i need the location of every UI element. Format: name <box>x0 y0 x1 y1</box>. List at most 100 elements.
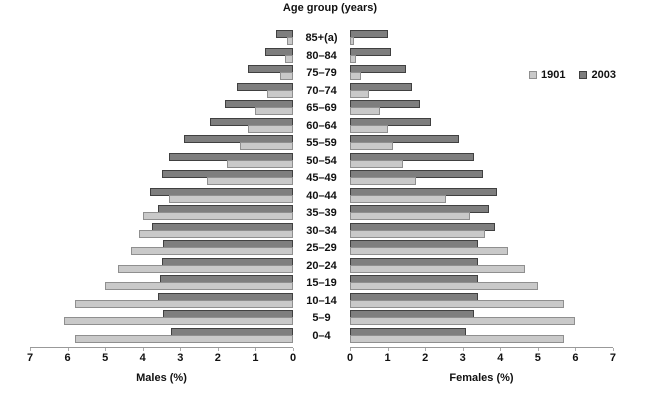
bar-female-1901-65–69 <box>350 107 381 115</box>
axis-tick-label: 7 <box>26 352 34 364</box>
legend-swatch-2003-icon <box>579 71 588 79</box>
bar-male-2003-85+(a) <box>276 30 293 38</box>
axis-tick-label: 3 <box>177 352 184 364</box>
bar-female-2003-60–64 <box>350 117 431 126</box>
bar-female-1901-25–29 <box>350 247 508 255</box>
legend: 1901 2003 <box>529 69 616 81</box>
bar-female-1901-85+(a) <box>350 37 354 45</box>
bar-female-2003-55–59 <box>350 135 459 143</box>
axis-tick-label: 2 <box>214 352 221 364</box>
age-group-label: 70–74 <box>306 84 337 97</box>
age-group-label: 0–4 <box>312 329 331 342</box>
age-group-label: 15–19 <box>306 277 337 289</box>
legend-label-2003: 2003 <box>591 69 616 81</box>
bar-female-1901-20–24 <box>350 264 525 273</box>
age-group-label: 40–44 <box>306 189 337 202</box>
x-axis-line-female <box>350 347 613 348</box>
bar-female-2003-45–49 <box>350 170 484 178</box>
axis-tick-label: 2 <box>422 352 429 364</box>
bar-male-2003-80–84 <box>264 47 293 56</box>
axis-tick-label: 7 <box>609 352 617 364</box>
age-group-label: 45–49 <box>306 172 337 184</box>
axis-tick-label: 4 <box>139 352 146 364</box>
bar-male-2003-70–74 <box>236 82 293 91</box>
legend-swatch-1901-icon <box>529 71 537 79</box>
axis-tick-label: 5 <box>534 352 541 364</box>
bar-female-1901-75–79 <box>350 72 362 80</box>
age-group-label: 50–54 <box>306 154 337 167</box>
bar-male-1901-40–44 <box>169 194 293 203</box>
axis-tick <box>612 348 614 351</box>
axis-tick <box>537 348 539 351</box>
bar-male-1901-15–19 <box>105 282 293 290</box>
axis-tick <box>575 348 577 351</box>
bar-male-1901-65–69 <box>255 107 293 115</box>
x-axis-line-male <box>30 347 293 348</box>
bar-male-2003-75–79 <box>247 65 293 73</box>
axis-tick-label: 0 <box>346 352 354 364</box>
age-group-label: 65–69 <box>306 102 337 114</box>
bar-female-1901-5–9 <box>350 317 576 325</box>
bar-male-1901-0–4 <box>75 334 293 343</box>
bar-female-1901-30–34 <box>350 229 486 238</box>
bar-male-1901-25–29 <box>131 247 293 255</box>
axis-tick <box>180 348 182 351</box>
bar-female-2003-85+(a) <box>350 30 388 38</box>
age-group-label: 10–14 <box>306 294 337 307</box>
legend-item-2003: 2003 <box>579 69 616 81</box>
axis-tick <box>67 348 69 351</box>
bar-female-2003-65–69 <box>350 100 420 108</box>
bar-male-1901-5–9 <box>63 317 293 325</box>
axis-tick <box>425 348 427 351</box>
bar-male-1901-60–64 <box>247 124 293 133</box>
axis-tick <box>293 348 294 351</box>
x-axis-title-males: Males (%) <box>136 372 187 384</box>
axis-tick <box>105 348 107 351</box>
bar-female-2003-80–84 <box>350 47 392 56</box>
axis-tick-label: 0 <box>289 352 297 364</box>
axis-tick <box>142 348 144 351</box>
bar-male-1901-45–49 <box>206 177 293 185</box>
bar-male-2003-55–59 <box>184 135 293 143</box>
age-group-label: 20–24 <box>306 259 337 272</box>
age-group-label: 60–64 <box>306 119 337 132</box>
bar-female-1901-80–84 <box>350 54 356 63</box>
axis-tick <box>500 348 502 351</box>
bar-female-1901-60–64 <box>350 124 388 133</box>
bar-male-1901-85+(a) <box>287 37 293 45</box>
bar-male-1901-10–14 <box>75 299 293 308</box>
age-group-label: 5–9 <box>312 312 331 324</box>
age-group-label: 55–59 <box>306 137 337 149</box>
age-group-label: 80–84 <box>306 49 337 62</box>
bar-female-1901-15–19 <box>350 282 538 290</box>
age-group-label: 25–29 <box>306 242 337 254</box>
bar-female-1901-50–54 <box>350 159 403 168</box>
bar-male-1901-70–74 <box>266 89 293 98</box>
axis-tick-label: 4 <box>497 352 504 364</box>
bar-female-1901-10–14 <box>350 299 565 308</box>
bar-male-1901-20–24 <box>118 264 293 273</box>
bar-female-2003-70–74 <box>350 82 412 91</box>
axis-tick <box>217 348 219 351</box>
axis-tick <box>462 348 464 351</box>
bar-female-1901-35–39 <box>350 212 471 220</box>
axis-tick <box>350 348 351 351</box>
bar-female-1901-0–4 <box>350 334 565 343</box>
bar-female-2003-75–79 <box>350 65 407 73</box>
axis-tick-label: 1 <box>384 352 391 364</box>
bar-female-1901-70–74 <box>350 89 369 98</box>
bar-male-1901-75–79 <box>279 72 293 80</box>
axis-tick <box>255 348 257 351</box>
bar-male-1901-30–34 <box>138 229 293 238</box>
bar-male-1901-50–54 <box>227 159 293 168</box>
bar-female-2003-50–54 <box>350 152 474 161</box>
bar-female-1901-45–49 <box>350 177 416 185</box>
axis-tick-label: 3 <box>459 352 466 364</box>
bar-male-1901-35–39 <box>142 212 293 220</box>
age-group-label: 85+(a) <box>305 32 338 44</box>
axis-tick-label: 6 <box>64 352 71 364</box>
age-group-label: 30–34 <box>306 224 337 237</box>
legend-item-1901: 1901 <box>529 69 565 81</box>
bar-female-1901-40–44 <box>350 194 446 203</box>
